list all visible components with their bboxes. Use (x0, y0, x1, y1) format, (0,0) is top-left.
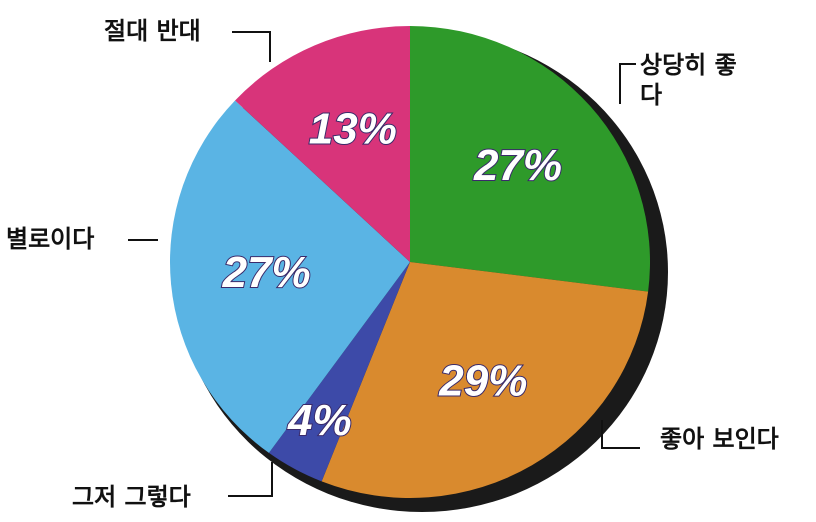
percent-label: 4% (287, 396, 352, 445)
percent-label: 13% (309, 105, 397, 154)
category-label: 별로이다 (6, 224, 94, 254)
category-label: 그저 그렇다 (72, 482, 191, 512)
leader-line (232, 32, 270, 62)
chart: 27% 29% 4% 27% 13% 상당히 좋다좋아 보인다그저 그렇다 별로이다 절대 … (0, 0, 816, 522)
percent-label: 27% (473, 141, 562, 190)
percent-label: 29% (438, 357, 527, 406)
leader-line (228, 462, 272, 496)
leader-line (620, 64, 636, 104)
category-label: 절대 반대 (104, 16, 201, 46)
percent-label: 27% (222, 248, 311, 297)
category-label: 좋아 보인다 (660, 424, 779, 454)
category-label: 상당히 좋다 (640, 50, 740, 110)
